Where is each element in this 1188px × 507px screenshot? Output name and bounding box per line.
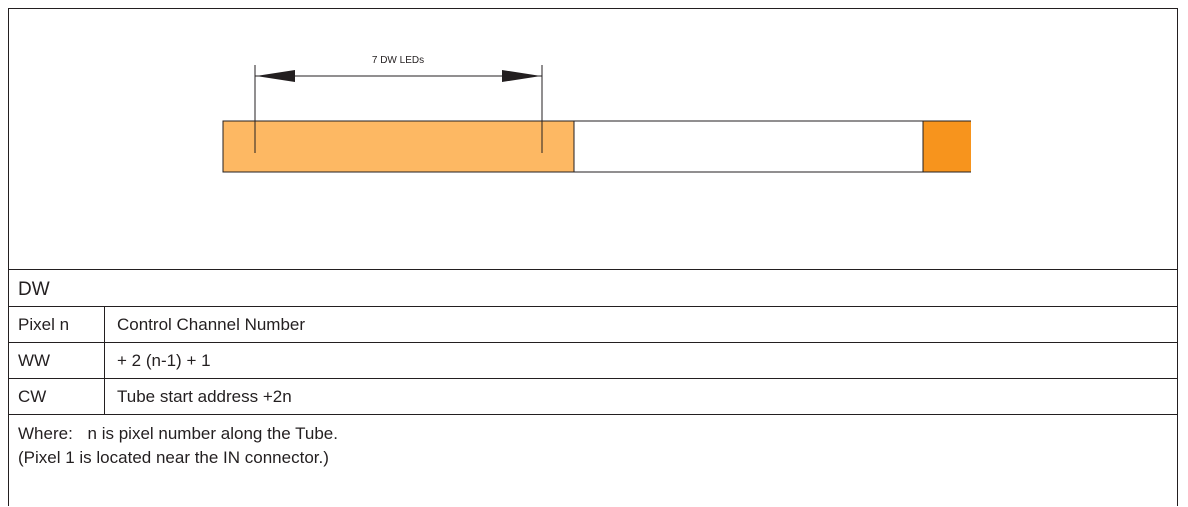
- footnote-line-1: Where: n is pixel number along the Tube.: [18, 424, 338, 444]
- header-cell-pixel: Pixel n: [9, 307, 105, 342]
- header-pixel-label: Pixel n: [18, 315, 70, 334]
- table-row: WW + 2 (n-1) + 1: [9, 343, 1177, 379]
- tube-diagram-svg: 7 DW LEDs: [222, 55, 971, 173]
- footnote: Where: n is pixel number along the Tube.…: [9, 415, 1177, 507]
- header-cell-channel: Control Channel Number: [105, 307, 1177, 342]
- row-value: Tube start address +2n: [117, 387, 292, 406]
- row-value-cell: + 2 (n-1) + 1: [105, 343, 1177, 378]
- dimension-arrow-left: [256, 70, 295, 82]
- footnote-text: n is pixel number along the Tube.: [87, 424, 338, 443]
- row-value-cell: Tube start address +2n: [105, 379, 1177, 414]
- spec-frame: 7 DW LEDs DW Pixel n Control Channel Num…: [8, 8, 1178, 506]
- row-label-cell: CW: [9, 379, 105, 414]
- row-value: + 2 (n-1) + 1: [117, 351, 211, 370]
- section-title-row: DW: [9, 270, 1177, 307]
- section-title: DW: [18, 279, 50, 300]
- empty-tube-section: [573, 120, 924, 173]
- table-row: CW Tube start address +2n: [9, 379, 1177, 415]
- dimension-arrow-right: [502, 70, 541, 82]
- dw-led-section: [222, 120, 575, 173]
- footnote-line-2: (Pixel 1 is located near the IN connecto…: [18, 448, 329, 467]
- tube-diagram: 7 DW LEDs: [9, 9, 1177, 270]
- tube-end-cap: [923, 121, 971, 172]
- header-channel-label: Control Channel Number: [117, 315, 306, 334]
- row-label-cell: WW: [9, 343, 105, 378]
- row-label: CW: [18, 387, 47, 406]
- footnote-label: Where:: [18, 424, 73, 443]
- dimension-label: 7 DW LEDs: [372, 55, 424, 66]
- table-header-row: Pixel n Control Channel Number: [9, 307, 1177, 343]
- row-label: WW: [18, 351, 51, 370]
